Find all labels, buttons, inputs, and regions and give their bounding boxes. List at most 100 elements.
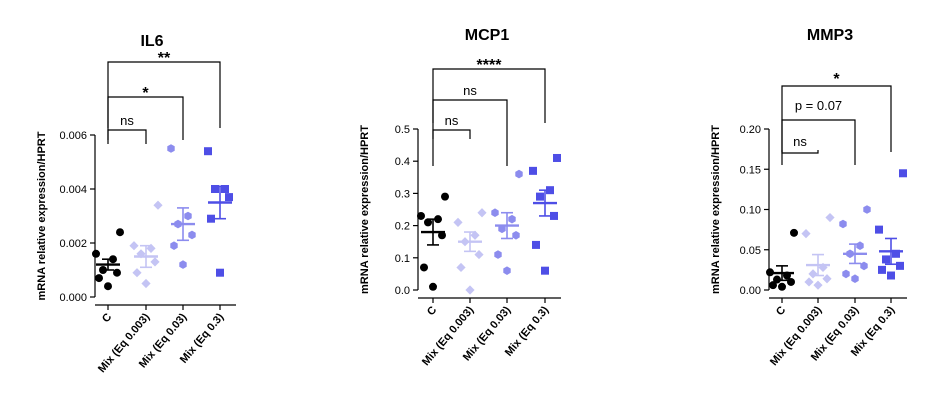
significance-label: ns xyxy=(793,134,807,149)
data-point xyxy=(95,274,103,283)
data-point xyxy=(474,249,484,260)
data-point xyxy=(532,240,540,249)
data-point xyxy=(188,230,196,240)
data-point xyxy=(887,271,895,280)
series-group xyxy=(453,208,487,295)
bracket-line xyxy=(432,68,546,123)
significance-label: ns xyxy=(120,113,134,128)
data-point xyxy=(818,262,828,273)
series-group xyxy=(801,212,835,290)
data-point xyxy=(132,268,142,278)
data-point xyxy=(453,217,463,227)
significance-bracket: * xyxy=(781,71,892,152)
data-point xyxy=(438,231,446,240)
significance-label: ns xyxy=(463,83,477,98)
data-point xyxy=(207,214,215,223)
series-group xyxy=(417,192,449,291)
data-point xyxy=(813,280,823,290)
data-point xyxy=(211,185,219,193)
y-axis-label: mRNA relative expression/HPRT xyxy=(359,125,371,294)
bracket-line xyxy=(432,99,508,166)
data-point xyxy=(465,285,475,295)
data-point xyxy=(553,153,561,162)
data-point xyxy=(508,214,516,224)
data-point xyxy=(429,282,437,291)
y-tick-label: 0.20 xyxy=(740,124,761,136)
data-point xyxy=(778,282,786,291)
y-axis-label: mRNA relative expression/HPRT xyxy=(36,131,48,300)
significance-bracket: ns xyxy=(107,113,147,144)
y-tick-label: 0.00 xyxy=(740,285,761,297)
data-point xyxy=(216,268,224,277)
data-point xyxy=(515,169,523,179)
significance-label: ** xyxy=(158,50,171,67)
significance-bracket: ns xyxy=(432,113,471,139)
data-point xyxy=(129,241,139,251)
data-point xyxy=(113,268,121,277)
data-point xyxy=(141,278,151,289)
chart-title: MCP1 xyxy=(465,27,510,44)
data-point xyxy=(851,274,859,283)
data-point xyxy=(773,275,781,284)
data-point xyxy=(863,205,871,214)
data-point xyxy=(204,147,212,156)
data-point xyxy=(167,144,175,153)
data-point xyxy=(92,249,100,258)
significance-bracket: ns xyxy=(781,134,819,154)
data-point xyxy=(839,219,847,229)
bracket-line xyxy=(432,129,471,139)
y-tick-label: 0.000 xyxy=(59,292,87,304)
bracket-line xyxy=(107,61,221,128)
y-tick-label: 0.2 xyxy=(395,221,410,233)
significance-label: p = 0.07 xyxy=(795,98,842,113)
chart-panel-mcp1: MCP1 0.0 0.1 0.2 0.3 0.4 0.5 mRNA relative expr… xyxy=(359,27,561,368)
data-point xyxy=(116,228,124,237)
x-tick-label: C xyxy=(100,311,114,325)
data-point xyxy=(420,263,428,272)
data-point xyxy=(804,277,814,287)
y-tick-label: 0.002 xyxy=(59,238,87,250)
series-group xyxy=(167,144,196,269)
data-point xyxy=(550,211,558,220)
data-point xyxy=(179,260,187,269)
data-point xyxy=(787,277,795,286)
series-group xyxy=(92,228,124,291)
bracket-line xyxy=(781,150,819,154)
data-point xyxy=(441,192,449,201)
chart-panel-mmp3: MMP3 0.00 0.05 0.10 0.15 0.20 mRNA relative ex… xyxy=(710,27,907,368)
x-tick-label: C xyxy=(425,304,439,318)
data-point xyxy=(417,211,425,220)
data-point xyxy=(150,257,160,267)
data-point xyxy=(512,231,520,240)
data-point xyxy=(896,261,904,270)
data-point xyxy=(842,269,850,279)
data-point xyxy=(494,250,502,259)
significance-label: * xyxy=(833,71,840,88)
data-point xyxy=(808,269,818,279)
data-point xyxy=(769,281,777,290)
chart-title: MMP3 xyxy=(807,27,853,44)
data-point xyxy=(456,262,466,273)
data-point xyxy=(899,169,907,178)
x-tick-label: C xyxy=(774,304,788,318)
series-group xyxy=(839,205,871,283)
data-point xyxy=(225,193,233,202)
data-point xyxy=(470,230,480,240)
y-tick-label: 0.15 xyxy=(740,164,761,176)
y-tick-label: 0.3 xyxy=(395,188,410,200)
data-point xyxy=(882,255,890,264)
significance-label: ns xyxy=(445,113,459,128)
data-point xyxy=(822,274,832,284)
series-group xyxy=(491,169,523,275)
series-group xyxy=(766,228,798,291)
data-point xyxy=(424,218,432,227)
y-tick-label: 0.0 xyxy=(395,285,410,297)
bracket-line xyxy=(107,129,147,144)
y-tick-label: 0.4 xyxy=(395,156,410,168)
data-point xyxy=(153,200,163,210)
data-point xyxy=(860,261,868,271)
data-point xyxy=(541,266,549,275)
data-point xyxy=(875,225,883,234)
data-point xyxy=(184,211,192,221)
